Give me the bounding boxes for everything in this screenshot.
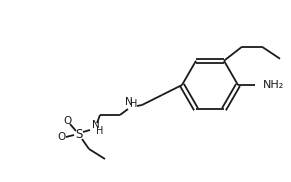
Text: O: O [57, 132, 65, 142]
Text: N: N [92, 120, 100, 130]
Text: N: N [125, 97, 133, 107]
Text: O: O [63, 116, 71, 126]
Text: H: H [96, 126, 104, 136]
Text: H: H [130, 99, 138, 109]
Text: S: S [75, 128, 83, 141]
Text: NH₂: NH₂ [263, 80, 284, 90]
